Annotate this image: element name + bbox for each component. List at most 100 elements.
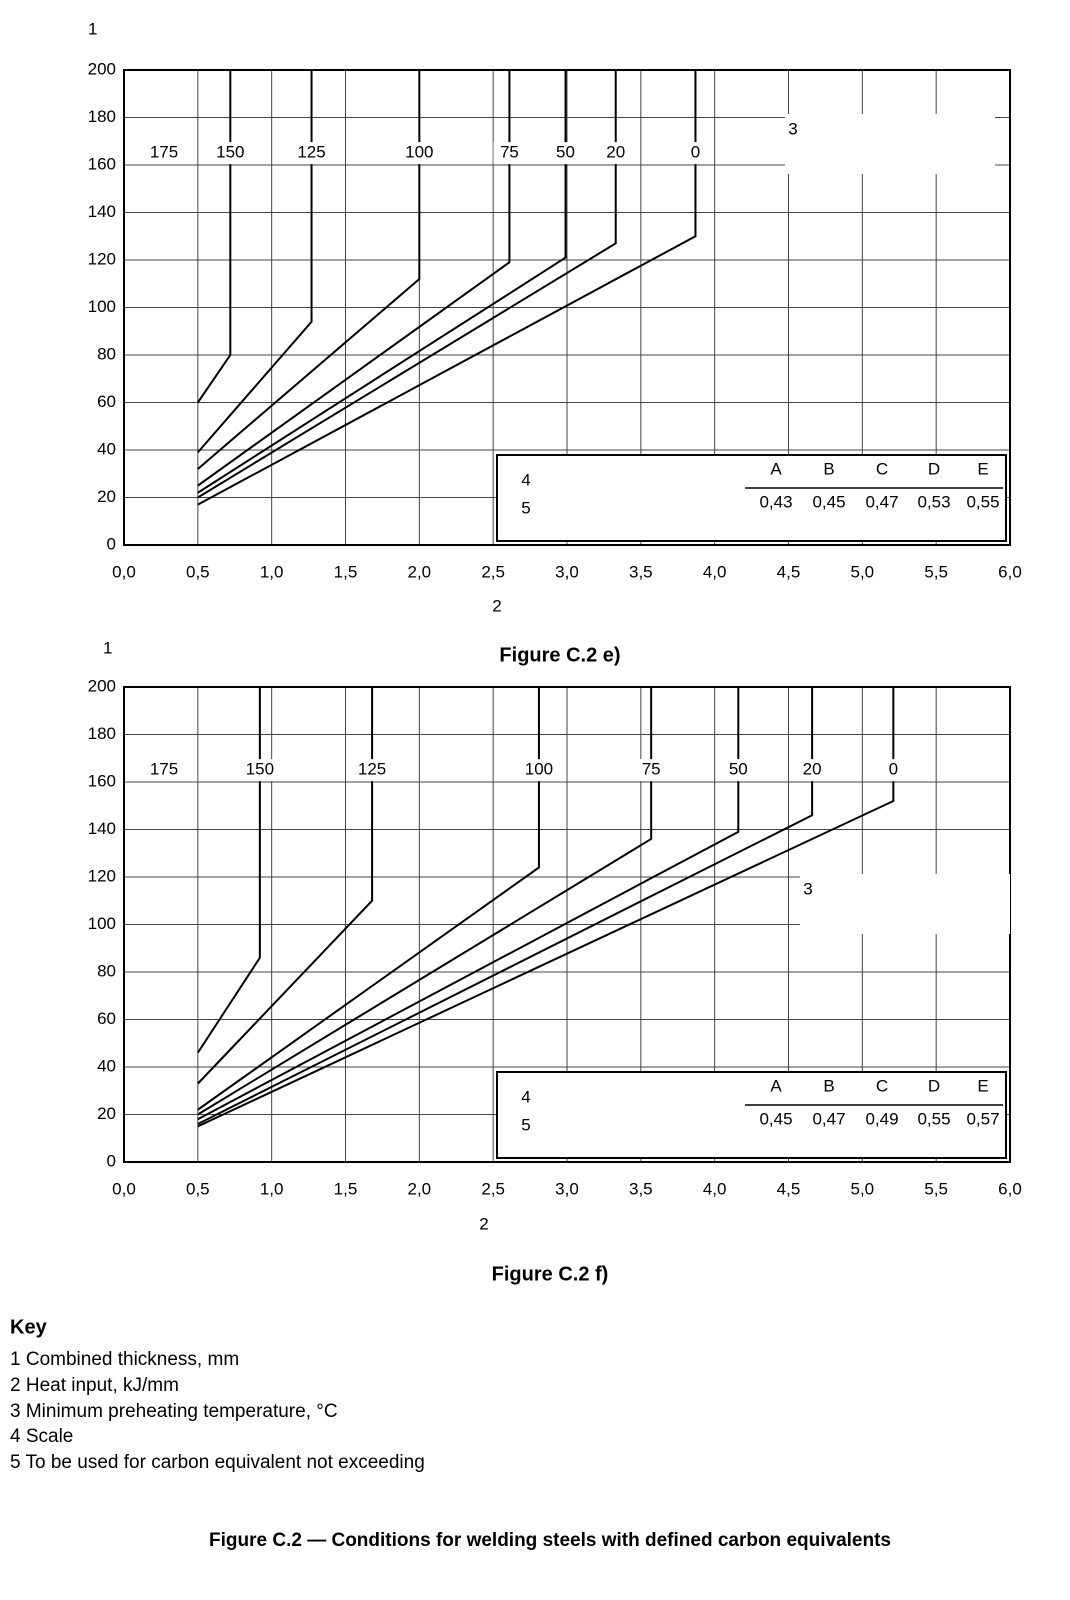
scale-column: B (823, 1076, 834, 1095)
x-axis-label: 2 (479, 1214, 488, 1233)
curve (197, 70, 232, 404)
x-tick-label: 1,5 (334, 562, 358, 581)
figure-title: Figure C.2 f) (492, 1263, 609, 1285)
region-label: 175 (150, 760, 178, 779)
curve-label: 125 (297, 143, 325, 162)
y-tick-label: 40 (97, 439, 116, 458)
x-tick-label: 3,5 (629, 1179, 653, 1198)
scale-value: 0,55 (917, 1109, 950, 1128)
scale-value: 0,47 (812, 1109, 845, 1128)
x-tick-label: 3,0 (555, 562, 579, 581)
y-tick-label: 0 (107, 534, 116, 553)
curve-label: 100 (405, 143, 433, 162)
scale-value: 0,43 (759, 492, 792, 511)
scale-column: C (876, 459, 888, 478)
y-tick-label: 100 (88, 914, 116, 933)
key-item: 2 Heat input, kJ/mm (10, 1375, 179, 1396)
scale-note: 5 (521, 1115, 530, 1134)
x-tick-label: 4,5 (777, 1179, 801, 1198)
y-tick-label: 120 (88, 249, 116, 268)
y-tick-label: 180 (88, 107, 116, 126)
scale-value: 0,49 (865, 1109, 898, 1128)
curve (197, 70, 511, 487)
curve-label: 125 (358, 760, 386, 779)
x-tick-label: 1,0 (260, 562, 284, 581)
annotation: 3 (788, 119, 797, 138)
scale-column: B (823, 459, 834, 478)
scale-value: 0,45 (759, 1109, 792, 1128)
x-tick-label: 2,5 (481, 1179, 505, 1198)
key-item: 4 Scale (10, 1426, 73, 1447)
x-tick-label: 3,0 (555, 1179, 579, 1198)
y-tick-label: 80 (97, 344, 116, 363)
y-tick-label: 200 (88, 59, 116, 78)
y-tick-label: 160 (88, 771, 116, 790)
scale-value: 0,57 (966, 1109, 999, 1128)
label-bg (722, 759, 755, 782)
scale-column: E (977, 459, 988, 478)
scale-label: 4 (521, 470, 530, 489)
x-tick-label: 6,0 (998, 1179, 1022, 1198)
curve-label: 75 (642, 760, 661, 779)
x-tick-label: 1,5 (334, 1179, 358, 1198)
label-bg (635, 759, 668, 782)
x-tick-label: 2,5 (481, 562, 505, 581)
x-tick-label: 5,0 (851, 1179, 875, 1198)
label-bg (295, 142, 328, 165)
x-tick-label: 4,0 (703, 562, 727, 581)
y-tick-label: 140 (88, 819, 116, 838)
scale-box (496, 454, 1007, 542)
curve-label: 75 (500, 143, 519, 162)
x-tick-label: 4,5 (777, 562, 801, 581)
x-tick-label: 4,0 (703, 1179, 727, 1198)
key-item: 5 To be used for carbon equivalent not e… (10, 1452, 425, 1473)
curve (196, 687, 261, 1054)
y-tick-label: 200 (88, 676, 116, 695)
scale-column: A (770, 459, 782, 478)
y-tick-label: 160 (88, 154, 116, 173)
curve (197, 70, 567, 494)
curve-label: 150 (246, 760, 274, 779)
curve (197, 687, 540, 1111)
label-bg (522, 759, 555, 782)
curve (197, 70, 421, 470)
curve (197, 687, 895, 1128)
x-tick-label: 3,5 (629, 562, 653, 581)
key-item: 3 Minimum preheating temperature, °C (10, 1401, 338, 1422)
label-bg (214, 142, 247, 165)
x-tick-label: 1,0 (260, 1179, 284, 1198)
curve-label: 50 (556, 143, 575, 162)
annotation-bg (785, 114, 995, 174)
scale-value: 0,45 (812, 492, 845, 511)
curve-label: 20 (803, 760, 822, 779)
curve-label: 100 (525, 760, 553, 779)
annotation: 3 (803, 879, 812, 898)
curve (197, 70, 617, 499)
y-tick-label: 60 (97, 1009, 116, 1028)
label-bg (493, 142, 526, 165)
figure-title: Figure C.2 e) (499, 644, 620, 666)
x-tick-label: 6,0 (998, 562, 1022, 581)
x-tick-label: 5,5 (924, 562, 948, 581)
y-tick-label: 20 (97, 487, 116, 506)
y-tick-label: 100 (88, 297, 116, 316)
label-bg (796, 759, 829, 782)
y-axis-label: 1 (88, 19, 97, 38)
curve (197, 687, 740, 1121)
curve-label: 150 (216, 143, 244, 162)
y-tick-label: 180 (88, 724, 116, 743)
key-item: 1 Combined thickness, mm (10, 1349, 239, 1370)
scale-note: 5 (521, 498, 530, 517)
label-bg (599, 142, 632, 165)
x-tick-label: 5,0 (851, 562, 875, 581)
label-bg (243, 759, 276, 782)
x-tick-label: 0,0 (112, 562, 136, 581)
y-tick-label: 40 (97, 1056, 116, 1075)
scale-column: A (770, 1076, 782, 1095)
curve-label: 50 (729, 760, 748, 779)
key-title: Key (10, 1316, 48, 1338)
y-axis-label: 1 (103, 638, 112, 657)
x-tick-label: 2,0 (408, 1179, 432, 1198)
y-tick-label: 60 (97, 392, 116, 411)
